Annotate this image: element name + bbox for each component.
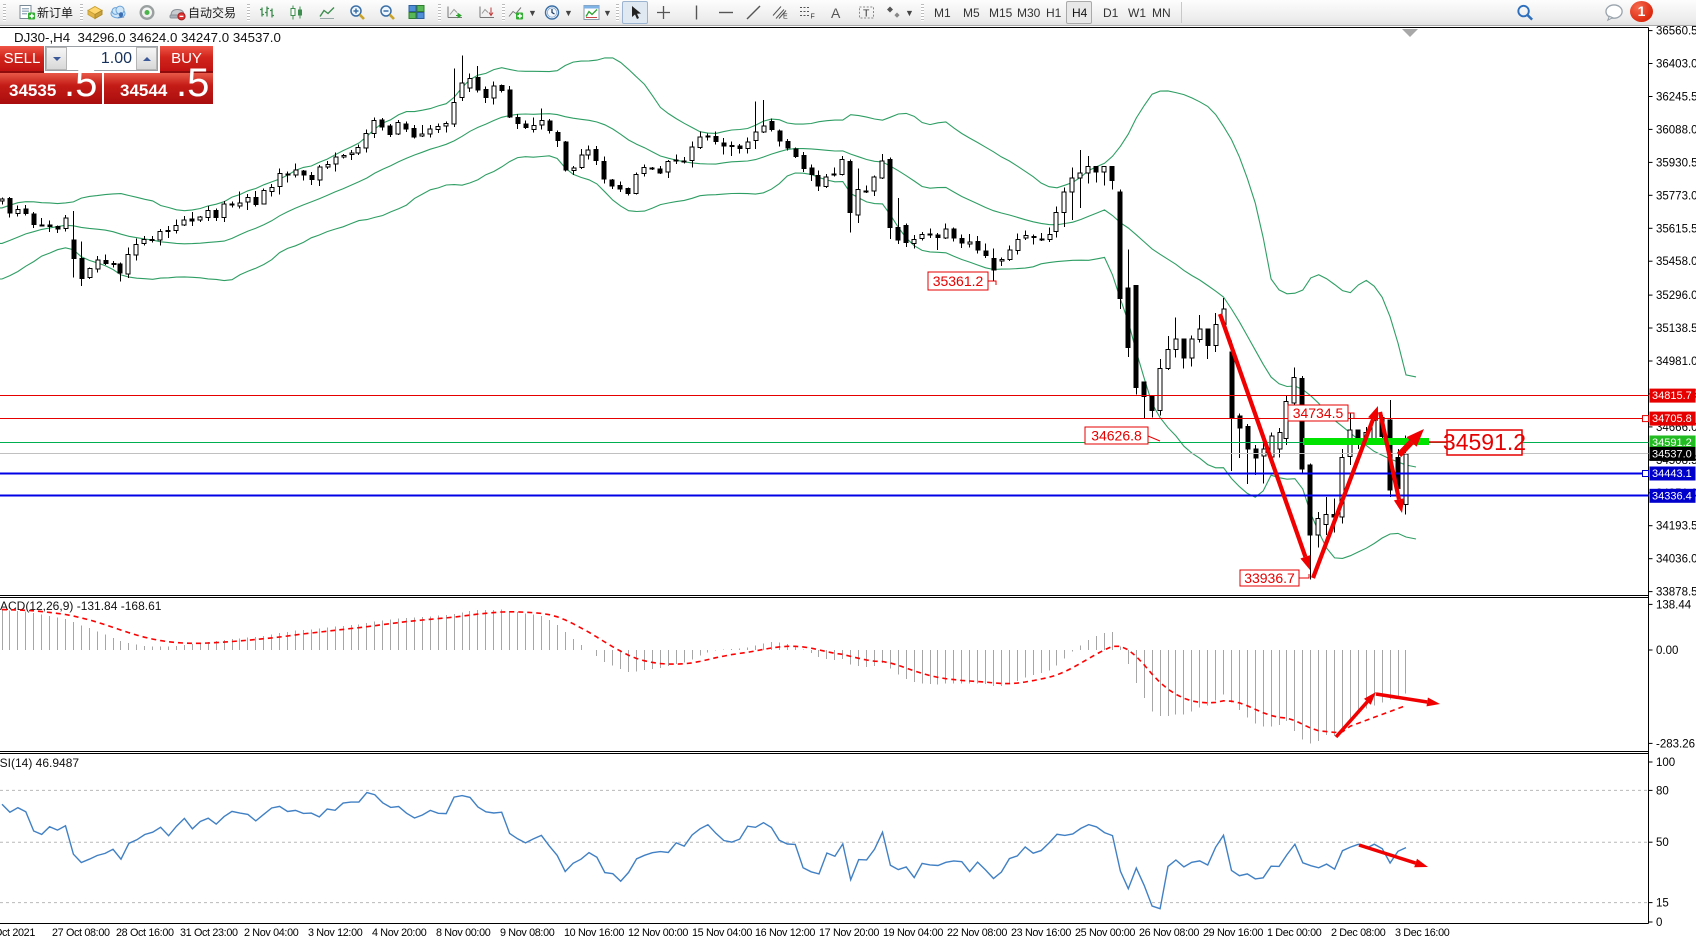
svg-text:1 Dec 00:00: 1 Dec 00:00 xyxy=(1267,927,1322,939)
svg-text:35615.5: 35615.5 xyxy=(1656,223,1696,235)
svg-text:36088.0: 36088.0 xyxy=(1656,124,1696,136)
svg-text:DJ30-,H4 34296.0 34624.0 3424: DJ30-,H4 34296.0 34624.0 34247.0 34537.0 xyxy=(14,30,281,45)
svg-text:35138.5: 35138.5 xyxy=(1656,323,1696,335)
svg-text:0: 0 xyxy=(1656,917,1662,929)
svg-text:36403.0: 36403.0 xyxy=(1656,59,1696,71)
svg-text:22 Nov 08:00: 22 Nov 08:00 xyxy=(947,927,1007,939)
svg-text:35361.2: 35361.2 xyxy=(933,273,984,289)
svg-text:28 Oct 16:00: 28 Oct 16:00 xyxy=(116,927,174,939)
svg-text:8 Nov 00:00: 8 Nov 00:00 xyxy=(436,927,491,939)
svg-text:34981.0: 34981.0 xyxy=(1656,356,1696,368)
svg-text:F: F xyxy=(811,14,815,21)
svg-text:27 Oct 08:00: 27 Oct 08:00 xyxy=(52,927,110,939)
svg-text:50: 50 xyxy=(1656,837,1669,849)
svg-text:-283.26: -283.26 xyxy=(1656,738,1695,750)
svg-text:34443.1: 34443.1 xyxy=(1652,468,1692,480)
svg-text:29 Nov 16:00: 29 Nov 16:00 xyxy=(1203,927,1263,939)
svg-text:35773.0: 35773.0 xyxy=(1656,190,1696,202)
svg-text:35458.0: 35458.0 xyxy=(1656,256,1696,268)
svg-text:T: T xyxy=(863,8,870,20)
svg-text:2 Nov 04:00: 2 Nov 04:00 xyxy=(244,927,299,939)
svg-text:15: 15 xyxy=(1656,898,1669,910)
svg-text:34591.2: 34591.2 xyxy=(1443,429,1526,455)
svg-text:3 Dec 16:00: 3 Dec 16:00 xyxy=(1395,927,1450,939)
svg-text:35930.5: 35930.5 xyxy=(1656,157,1696,169)
svg-text:34705.8: 34705.8 xyxy=(1652,413,1692,425)
svg-text:15 Nov 04:00: 15 Nov 04:00 xyxy=(692,927,752,939)
svg-text:34734.5: 34734.5 xyxy=(1293,405,1344,421)
svg-text:25 Oct 2021: 25 Oct 2021 xyxy=(0,927,35,939)
svg-text:0.00: 0.00 xyxy=(1656,645,1678,657)
svg-text:31 Oct 23:00: 31 Oct 23:00 xyxy=(180,927,238,939)
svg-text:23 Nov 16:00: 23 Nov 16:00 xyxy=(1011,927,1071,939)
svg-text:9 Nov 08:00: 9 Nov 08:00 xyxy=(500,927,555,939)
svg-text:3 Nov 12:00: 3 Nov 12:00 xyxy=(308,927,363,939)
svg-text:138.44: 138.44 xyxy=(1656,599,1692,611)
svg-text:25 Nov 00:00: 25 Nov 00:00 xyxy=(1075,927,1135,939)
svg-text:36245.5: 36245.5 xyxy=(1656,92,1696,104)
svg-text:MACD(12,26,9) -131.84 -168.61: MACD(12,26,9) -131.84 -168.61 xyxy=(0,599,162,613)
svg-text:26 Nov 08:00: 26 Nov 08:00 xyxy=(1139,927,1199,939)
svg-text:100: 100 xyxy=(1656,757,1675,769)
svg-text:17 Nov 20:00: 17 Nov 20:00 xyxy=(819,927,879,939)
svg-text:RSI(14) 46.9487: RSI(14) 46.9487 xyxy=(0,756,79,770)
svg-text:33936.7: 33936.7 xyxy=(1244,570,1295,586)
svg-text:34815.7: 34815.7 xyxy=(1652,390,1692,402)
svg-text:34193.5: 34193.5 xyxy=(1656,521,1696,533)
svg-text:4 Nov 20:00: 4 Nov 20:00 xyxy=(372,927,427,939)
svg-text:19 Nov 04:00: 19 Nov 04:00 xyxy=(883,927,943,939)
svg-text:35296.0: 35296.0 xyxy=(1656,290,1696,302)
svg-text:34036.0: 34036.0 xyxy=(1656,554,1696,566)
svg-text:12 Nov 00:00: 12 Nov 00:00 xyxy=(628,927,688,939)
svg-text:16 Nov 12:00: 16 Nov 12:00 xyxy=(755,927,815,939)
svg-text:34537.0: 34537.0 xyxy=(1652,448,1692,460)
svg-text:34336.4: 34336.4 xyxy=(1652,490,1692,502)
svg-text:34626.8: 34626.8 xyxy=(1091,428,1142,444)
svg-text:36560.5: 36560.5 xyxy=(1656,26,1696,38)
svg-text:E: E xyxy=(783,14,788,21)
svg-text:2 Dec 08:00: 2 Dec 08:00 xyxy=(1331,927,1386,939)
svg-text:80: 80 xyxy=(1656,785,1669,797)
svg-text:34591.2: 34591.2 xyxy=(1652,437,1692,449)
svg-text:33878.5: 33878.5 xyxy=(1656,587,1696,599)
svg-text:10 Nov 16:00: 10 Nov 16:00 xyxy=(564,927,624,939)
